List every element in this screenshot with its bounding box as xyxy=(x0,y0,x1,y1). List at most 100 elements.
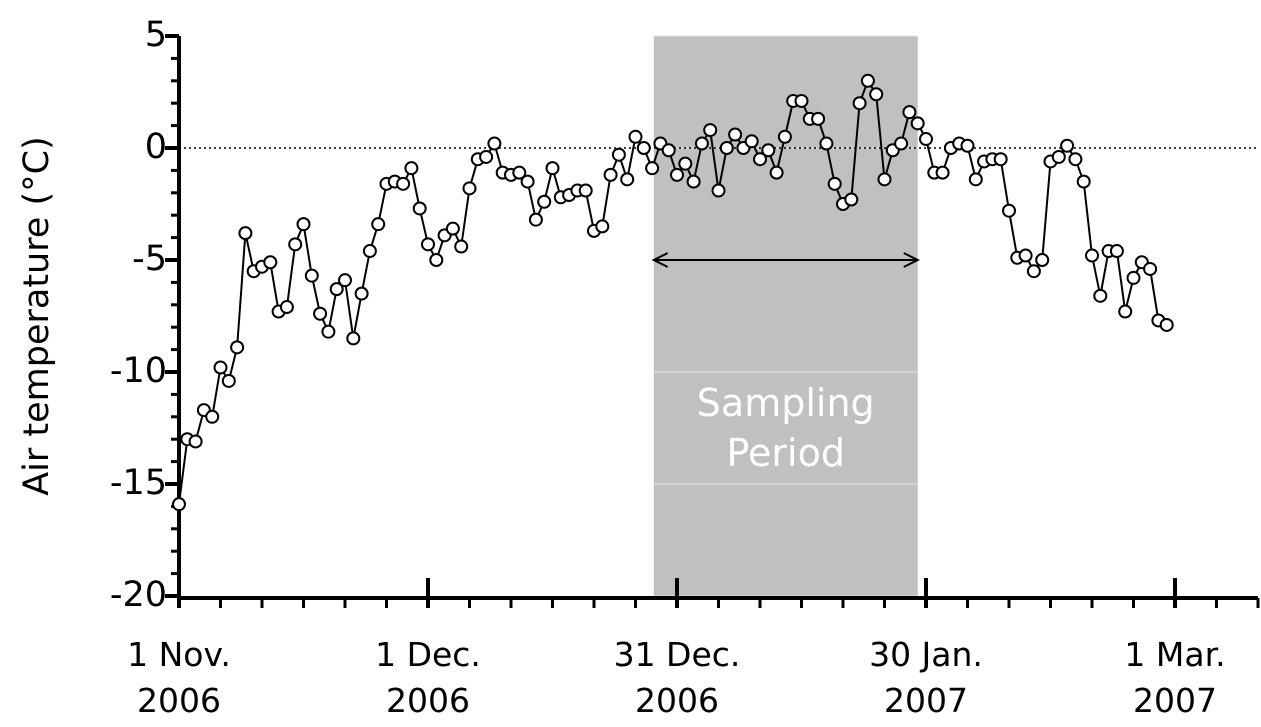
data-point xyxy=(603,167,618,182)
arrow-head xyxy=(651,252,669,268)
data-point xyxy=(670,167,684,182)
data-point xyxy=(371,217,386,232)
y-tick-label: -10 xyxy=(110,351,167,391)
data-point xyxy=(611,147,626,162)
data-point xyxy=(520,174,535,189)
data-point xyxy=(852,96,867,111)
data-point xyxy=(628,129,643,144)
y-axis-label: Air temperature (°C) xyxy=(17,136,57,496)
data-point xyxy=(1018,248,1033,263)
y-tick-label: 0 xyxy=(145,127,167,167)
data-point xyxy=(238,226,253,241)
data-point xyxy=(304,268,319,283)
data-point xyxy=(1068,152,1083,167)
data-point xyxy=(761,143,776,158)
data-point xyxy=(329,282,344,297)
data-point xyxy=(719,141,734,155)
data-point xyxy=(487,136,502,151)
data-point xyxy=(537,194,552,209)
data-point xyxy=(1076,174,1091,189)
y-tick-label: -20 xyxy=(110,575,167,615)
data-point xyxy=(1126,270,1141,285)
data-point xyxy=(1035,253,1050,267)
data-point xyxy=(1002,203,1016,218)
data-point xyxy=(728,127,743,142)
x-tick-label: 31 Dec. 2006 xyxy=(613,635,741,720)
data-point xyxy=(1060,138,1075,153)
data-point xyxy=(777,129,792,144)
data-point xyxy=(230,340,245,355)
data-point xyxy=(263,255,278,270)
data-point xyxy=(205,409,220,424)
data-point xyxy=(703,123,718,138)
data-point xyxy=(479,149,494,164)
data-point xyxy=(321,324,336,339)
data-point xyxy=(910,116,925,131)
arrow-head xyxy=(903,252,920,268)
y-tick-label: -5 xyxy=(132,239,167,279)
data-point xyxy=(935,165,950,180)
y-tick-label: -15 xyxy=(110,463,167,503)
x-tick-label: 1 Dec. 2006 xyxy=(375,635,481,720)
data-point xyxy=(686,174,701,189)
data-point xyxy=(296,217,311,232)
data-point xyxy=(968,172,983,187)
data-point xyxy=(188,434,203,449)
data-point xyxy=(354,286,369,301)
data-point xyxy=(811,111,826,126)
data-point xyxy=(827,176,842,191)
data-point xyxy=(288,237,303,252)
x-tick-label: 30 Jan. 2007 xyxy=(869,635,983,720)
data-point xyxy=(1118,304,1133,319)
data-point xyxy=(753,152,767,167)
x-tick-label: 1 Mar. 2007 xyxy=(1124,635,1226,720)
data-point xyxy=(860,73,875,88)
data-point xyxy=(462,181,477,196)
data-point xyxy=(445,221,460,236)
data-point xyxy=(993,152,1008,167)
data-point xyxy=(1159,317,1174,332)
data-point xyxy=(960,138,975,153)
data-point xyxy=(869,87,884,102)
data-point xyxy=(1026,264,1041,279)
data-point xyxy=(661,143,676,158)
data-point xyxy=(454,239,469,254)
data-point xyxy=(396,176,411,191)
data-point xyxy=(694,136,709,151)
data-point xyxy=(578,183,593,198)
data-point xyxy=(1109,244,1124,259)
data-point xyxy=(412,201,427,216)
data-point xyxy=(545,161,560,176)
data-point xyxy=(902,105,917,120)
annotation-text: Sampling Period xyxy=(696,381,875,475)
data-point xyxy=(678,156,693,171)
data-point xyxy=(620,172,635,187)
data-point xyxy=(346,331,361,346)
data-point xyxy=(213,360,228,375)
data-point xyxy=(595,219,610,234)
data-point xyxy=(528,212,543,227)
data-point xyxy=(404,161,419,176)
data-point xyxy=(429,253,444,267)
data-point xyxy=(1085,248,1099,263)
x-tick-label: 1 Nov. 2006 xyxy=(127,635,231,720)
data-point xyxy=(1051,149,1066,164)
data-point xyxy=(636,141,651,155)
data-point xyxy=(279,300,294,315)
data-point xyxy=(221,373,236,388)
data-point xyxy=(1143,261,1158,276)
data-point xyxy=(172,497,186,512)
data-point xyxy=(1093,288,1108,303)
data-point xyxy=(512,165,527,180)
data-point xyxy=(421,237,435,252)
data-point xyxy=(877,172,892,187)
data-point xyxy=(894,136,909,151)
y-tick-label: 5 xyxy=(145,15,167,55)
data-point xyxy=(844,192,859,207)
data-point xyxy=(794,93,809,108)
data-point xyxy=(362,244,377,259)
data-point xyxy=(313,306,328,321)
data-point xyxy=(338,273,352,288)
